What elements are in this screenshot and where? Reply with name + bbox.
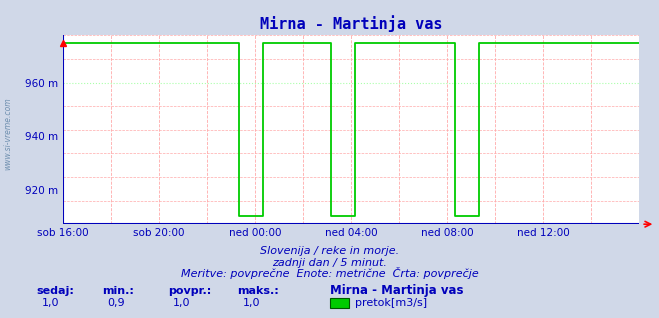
Text: 1,0: 1,0 <box>173 298 191 308</box>
Title: Mirna - Martinja vas: Mirna - Martinja vas <box>260 16 442 32</box>
Text: Mirna - Martinja vas: Mirna - Martinja vas <box>330 284 463 297</box>
Text: zadnji dan / 5 minut.: zadnji dan / 5 minut. <box>272 258 387 267</box>
Text: 1,0: 1,0 <box>243 298 260 308</box>
Text: pretok[m3/s]: pretok[m3/s] <box>355 298 426 308</box>
Text: min.:: min.: <box>102 286 134 296</box>
Text: povpr.:: povpr.: <box>168 286 212 296</box>
Text: Meritve: povprečne  Enote: metrične  Črta: povprečje: Meritve: povprečne Enote: metrične Črta:… <box>181 267 478 279</box>
Text: Slovenija / reke in morje.: Slovenija / reke in morje. <box>260 246 399 256</box>
Text: sedaj:: sedaj: <box>36 286 74 296</box>
Text: maks.:: maks.: <box>237 286 279 296</box>
Text: 1,0: 1,0 <box>42 298 59 308</box>
Text: www.si-vreme.com: www.si-vreme.com <box>3 97 13 170</box>
Text: 0,9: 0,9 <box>107 298 125 308</box>
